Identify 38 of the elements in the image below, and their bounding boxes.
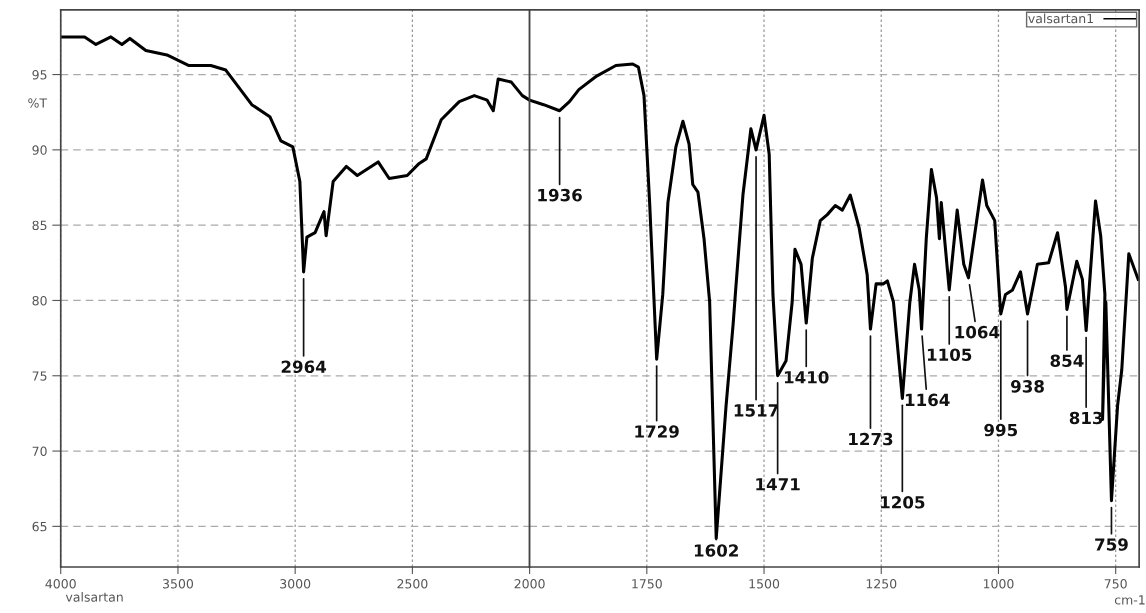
y-tick-label: 85 — [32, 220, 47, 231]
x-axis-title: cm-1 — [1114, 595, 1145, 605]
annotation: 1517 — [734, 404, 778, 417]
x-tick-label: 1000 — [983, 579, 1014, 589]
x-tick-label: 4000 — [45, 579, 76, 589]
y-tick-label: 90 — [32, 145, 47, 155]
annotation: 1064 — [955, 325, 1000, 339]
y-tick-label: 70 — [32, 446, 47, 456]
x-tick-label: 3000 — [280, 579, 311, 589]
annotation: 938 — [1011, 380, 1044, 393]
y-axis-title: %T — [28, 98, 48, 108]
x-tick-label: 1750 — [632, 579, 662, 589]
y-tick-label: 75 — [32, 371, 47, 381]
x-tick-label: 2000 — [514, 579, 545, 589]
annotation: 813 — [1069, 411, 1103, 425]
y-tick-label: 80 — [32, 295, 47, 306]
annotation: 1602 — [694, 544, 738, 557]
annotation: 1273 — [849, 432, 893, 446]
x-tick-label: 750 — [1104, 579, 1127, 589]
annotation: 1205 — [881, 496, 925, 509]
legend-label: valsartan1 — [1028, 13, 1093, 24]
annotation: 1936 — [538, 188, 582, 202]
annotation: 854 — [1050, 354, 1084, 368]
x-tick-label: 2500 — [397, 579, 428, 589]
annotation: 1164 — [905, 393, 950, 407]
annotation: 759 — [1095, 538, 1128, 551]
annotation: 995 — [984, 423, 1018, 437]
annotation: 1410 — [784, 371, 829, 384]
y-tick-label: 65 — [32, 521, 47, 532]
text: valsartan — [65, 592, 123, 602]
annotation: 2964 — [281, 360, 327, 374]
x-tick-label: 3500 — [163, 579, 194, 589]
annotation: 1105 — [927, 348, 972, 362]
annotation: 1471 — [756, 478, 800, 491]
x-tick-label: 1500 — [749, 579, 780, 589]
annotation: 1729 — [635, 425, 679, 438]
y-tick-label: 95 — [32, 70, 47, 80]
x-tick-label: 1250 — [866, 579, 897, 589]
